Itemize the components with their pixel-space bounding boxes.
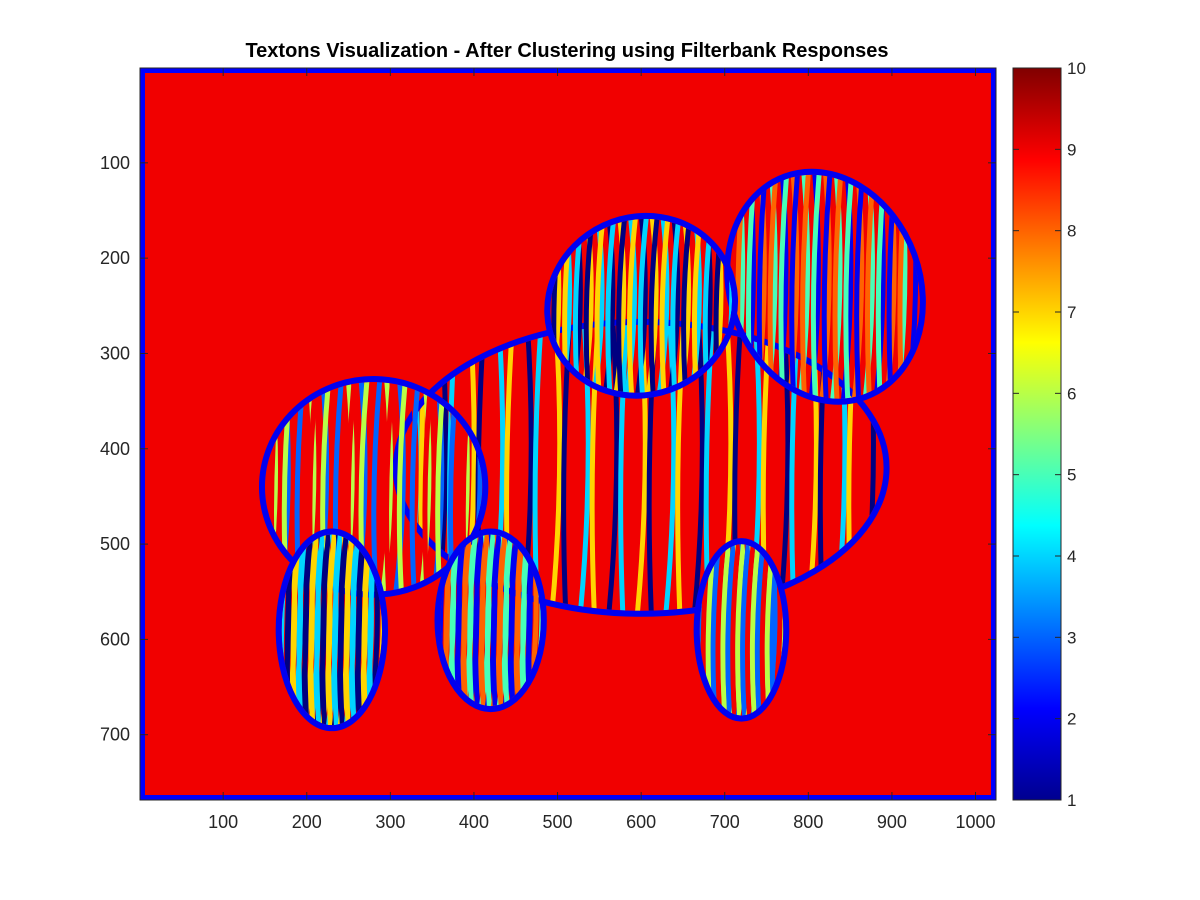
colorbar-tick-label: 5	[1067, 466, 1076, 485]
colorbar	[1012, 67, 1062, 801]
texton-stripe	[648, 214, 660, 397]
texton-stripe	[843, 167, 855, 407]
cluster-background	[140, 68, 996, 800]
texton-stripe	[461, 534, 473, 707]
y-tick-label: 200	[100, 248, 130, 268]
texton-stripe	[478, 534, 491, 707]
texton-stripe	[735, 544, 747, 716]
texton-stripe	[777, 324, 791, 611]
y-tick-label: 400	[100, 439, 130, 459]
texton-stripe	[832, 167, 844, 407]
y-tick-label: 300	[100, 343, 130, 363]
texton-stripe	[409, 382, 421, 592]
x-tick-label: 400	[459, 812, 489, 832]
texton-stripe	[749, 544, 762, 716]
chart-title: Textons Visualization - After Clustering…	[245, 40, 888, 62]
texton-stripe	[502, 534, 514, 707]
x-tick-label: 800	[793, 812, 823, 832]
texton-stripe	[396, 382, 409, 592]
x-tick-label: 700	[710, 812, 740, 832]
colorbar-tick-label: 6	[1067, 384, 1076, 403]
texton-stripe	[490, 534, 503, 707]
texton-stripe	[326, 534, 338, 726]
y-tick-label: 500	[100, 534, 130, 554]
texton-stripe	[778, 167, 790, 407]
texton-stripe	[637, 214, 650, 397]
texton-stripe	[508, 534, 520, 707]
texton-stripe	[715, 544, 727, 716]
texton-stripe	[618, 324, 630, 611]
texton-stripe	[691, 324, 705, 611]
texton-stripe	[605, 214, 617, 397]
texton-stripe	[725, 544, 737, 716]
texton-stripe	[659, 214, 671, 397]
colorbar-tick-label: 1	[1067, 791, 1076, 810]
image-border-cluster	[140, 68, 996, 800]
texton-stripe	[670, 214, 682, 397]
colorbar-tick-label: 8	[1067, 222, 1076, 241]
x-tick-label: 500	[543, 812, 573, 832]
colorbar-tick-label: 3	[1067, 628, 1076, 647]
colorbar-tick-label: 2	[1067, 710, 1076, 729]
texton-stripe	[343, 534, 355, 726]
texton-stripe	[422, 382, 434, 592]
texton-stripe	[473, 534, 485, 707]
x-tick-label: 300	[375, 812, 405, 832]
zebra-texture	[258, 167, 926, 732]
texton-stripe	[496, 534, 508, 707]
texton-stripe	[484, 534, 497, 707]
x-tick-label: 100	[208, 812, 238, 832]
texton-stripe	[384, 382, 396, 592]
y-tick-label: 600	[100, 629, 130, 649]
texton-stripe	[730, 544, 742, 716]
texton-stripe	[314, 534, 326, 726]
y-tick-label: 700	[100, 725, 130, 745]
texton-stripe	[331, 534, 344, 726]
colorbar-tick-label: 9	[1067, 140, 1076, 159]
y-axis: 100 200 300 400 500 600 700	[100, 153, 996, 745]
colorbar-tick-label: 10	[1067, 59, 1086, 78]
x-tick-label: 900	[877, 812, 907, 832]
texton-stripe	[810, 167, 823, 407]
x-tick-label: 200	[292, 812, 322, 832]
texton-stripe	[320, 534, 332, 726]
texton-stripe	[549, 324, 563, 611]
texton-stripe	[594, 214, 606, 397]
texton-stripe	[745, 544, 757, 716]
texton-stripe	[720, 544, 732, 716]
plot-area	[140, 68, 996, 800]
plot-frame	[139, 67, 997, 801]
texton-stripe	[606, 324, 620, 611]
colorbar-tick-label: 7	[1067, 303, 1076, 322]
texton-stripe	[308, 534, 320, 726]
texton-stripe	[800, 167, 812, 407]
texton-stripe	[789, 167, 801, 407]
texton-stripe	[740, 544, 752, 716]
texton-stripe	[681, 214, 693, 397]
texton-stripe	[467, 534, 479, 707]
texton-stripe	[349, 534, 361, 726]
colorbar-axis: 1 2 3 4 5 6 7 8 9 10	[1013, 59, 1086, 810]
texton-stripe	[616, 214, 628, 397]
x-axis: 100 200 300 400 500 600 700 800 900 1000	[208, 68, 996, 832]
colorbar-tick-label: 4	[1067, 547, 1076, 566]
texton-stripe	[821, 167, 833, 407]
y-tick-label: 100	[100, 153, 130, 173]
texton-stripe	[337, 534, 350, 726]
texton-stripe	[754, 544, 767, 716]
texton-stripe	[626, 214, 639, 397]
texton-stripe	[854, 167, 866, 407]
texton-stripe	[583, 214, 595, 397]
x-tick-label: 600	[626, 812, 656, 832]
texton-stripe	[302, 534, 314, 726]
x-tick-label: 1000	[955, 812, 995, 832]
